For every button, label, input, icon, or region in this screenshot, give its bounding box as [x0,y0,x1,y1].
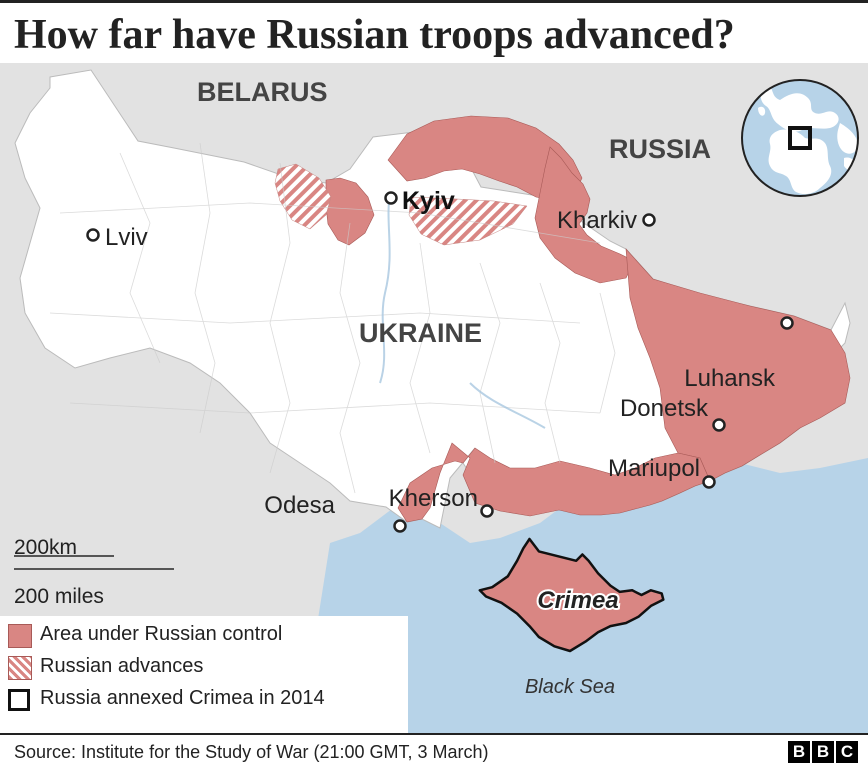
svg-text:Kharkiv: Kharkiv [557,207,637,234]
svg-text:Black Sea: Black Sea [525,676,615,698]
svg-text:BELARUS: BELARUS [197,77,328,107]
svg-text:Lviv: Lviv [105,224,148,251]
svg-text:Odesa: Odesa [264,492,335,519]
svg-text:UKRAINE: UKRAINE [359,318,482,348]
svg-text:Crimea: Crimea [537,587,618,614]
svg-text:Donetsk: Donetsk [620,395,709,422]
svg-text:Kherson: Kherson [389,485,478,512]
svg-text:Mariupol: Mariupol [608,455,700,482]
svg-text:RUSSIA: RUSSIA [609,134,711,164]
svg-text:Luhansk: Luhansk [684,365,776,392]
svg-text:Kyiv: Kyiv [402,187,455,215]
